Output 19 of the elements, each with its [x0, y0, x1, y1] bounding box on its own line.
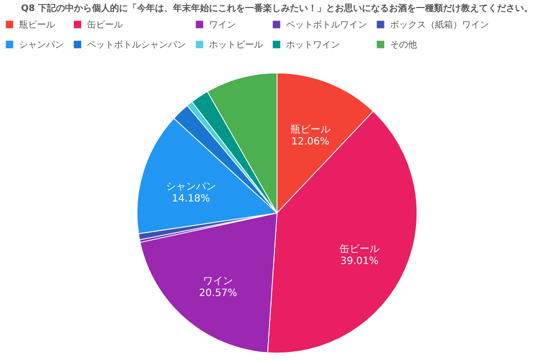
slice-label: 瓶ビール: [290, 123, 330, 136]
data-label: 12.06%: [291, 136, 330, 148]
legend-label: 瓶ビール: [19, 20, 55, 31]
legend-label: ホットワイン: [286, 40, 340, 50]
data-label: 20.57%: [199, 288, 238, 300]
slice-label: 缶ビール: [339, 244, 380, 256]
legend-label: その他: [390, 40, 417, 50]
legend-label: ペットボトルシャンパン: [87, 40, 186, 50]
slice-label: シャンパン: [166, 182, 216, 193]
data-label: 14.18%: [172, 194, 210, 205]
legend-label: 缶ビール: [87, 20, 123, 31]
legend-label: ホットビール: [209, 40, 263, 50]
legend-label: ペットボトルワイン: [286, 20, 367, 31]
legend-label: ボックス（紙箱）ワイン: [390, 20, 489, 31]
legend-label: シャンパン: [19, 40, 64, 50]
slice-label: ワイン: [203, 276, 234, 288]
legend-label: ワイン: [209, 20, 236, 31]
chart-title: Q8 下記の中から個人的に「今年は、年末年始にこれを一番楽しみたい！」とお思いになるお酒を一種類だけ教えてください。: [20, 3, 534, 14]
data-label: 39.01%: [340, 256, 379, 268]
